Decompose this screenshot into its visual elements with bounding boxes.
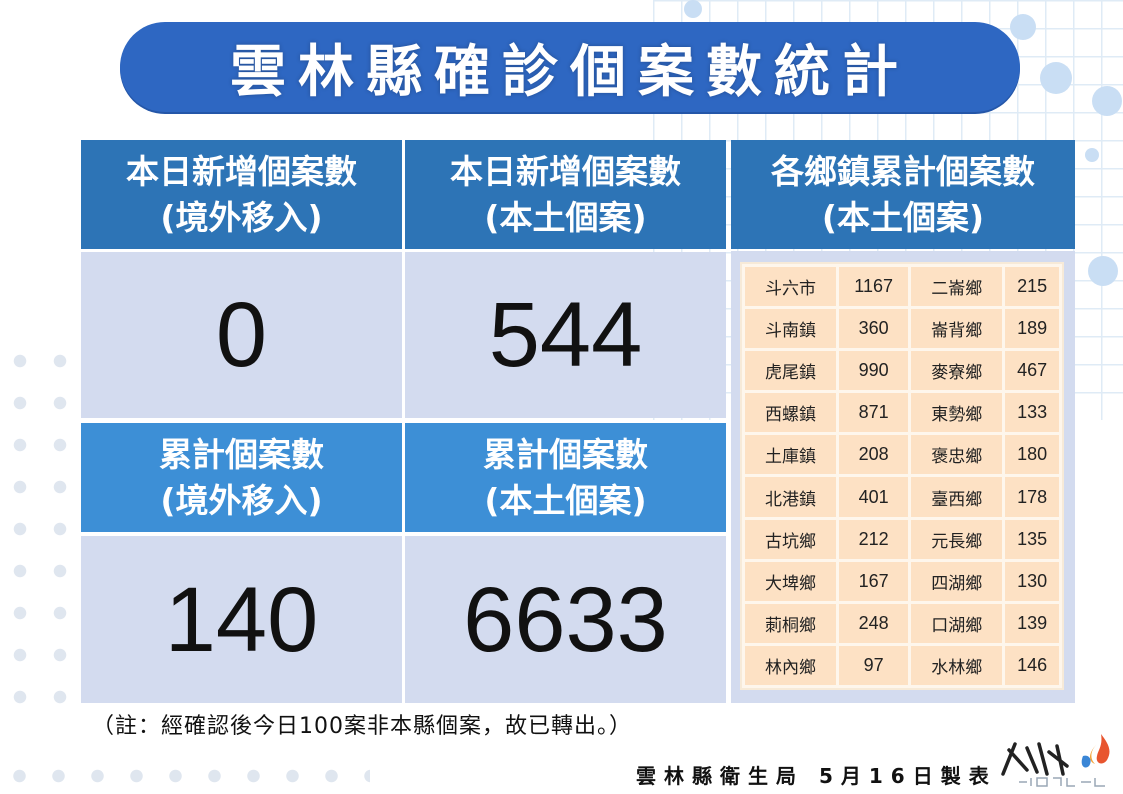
township-name: 北港鎮 (745, 477, 837, 517)
township-count: 871 (839, 393, 909, 433)
cumulative-imported-value-box: 140 (81, 536, 402, 703)
cumulative-imported-value: 140 (164, 568, 319, 671)
township-count: 146 (1005, 645, 1059, 685)
township-count: 990 (839, 351, 909, 391)
dot-pattern-bottom (0, 760, 370, 792)
cumulative-local-label: 累計個案數 (483, 434, 648, 474)
township-name: 崙背鄉 (911, 309, 1003, 349)
township-name: 虎尾鎮 (745, 351, 837, 391)
township-count: 1167 (839, 267, 909, 307)
township-name: 水林鄉 (911, 645, 1003, 685)
township-name: 林內鄉 (745, 645, 837, 685)
decor-circle (1092, 86, 1122, 116)
cumulative-local-value-box: 6633 (405, 536, 726, 703)
township-name: 斗六市 (745, 267, 837, 307)
township-count: 167 (839, 561, 909, 601)
cumulative-local-value: 6633 (463, 568, 668, 671)
township-count: 248 (839, 603, 909, 643)
footnote: （註：經確認後今日100案非本縣個案，故已轉出。） (92, 714, 632, 739)
township-name: 元長鄉 (911, 519, 1003, 559)
table-row: 莿桐鄉 248 口湖鄉 139 (745, 603, 1059, 643)
township-name: 古坑鄉 (745, 519, 837, 559)
township-count: 178 (1005, 477, 1059, 517)
footer-source: 雲林縣衛生局 5月16日製表 (636, 764, 997, 788)
table-row: 土庫鎮 208 褒忠鄉 180 (745, 435, 1059, 475)
daily-local-header: 本日新增個案數 (本土個案) (405, 140, 726, 249)
daily-imported-value-box: 0 (81, 252, 402, 418)
township-count: 467 (1005, 351, 1059, 391)
township-count: 139 (1005, 603, 1059, 643)
township-count: 130 (1005, 561, 1059, 601)
table-row: 斗六市 1167 二崙鄉 215 (745, 267, 1059, 307)
table-row: 虎尾鎮 990 麥寮鄉 467 (745, 351, 1059, 391)
cumulative-local-sublabel: (本土個案) (484, 480, 647, 520)
township-name: 莿桐鄉 (745, 603, 837, 643)
cumulative-imported-sublabel: (境外移入) (160, 480, 323, 520)
township-count: 180 (1005, 435, 1059, 475)
page-title: 雲林縣確診個案數統計 (230, 39, 910, 105)
decor-circle (1088, 256, 1118, 286)
table-row: 大埤鄉 167 四湖鄉 130 (745, 561, 1059, 601)
cumulative-imported-header: 累計個案數 (境外移入) (81, 423, 402, 532)
daily-imported-sublabel: (境外移入) (160, 197, 323, 237)
cumulative-imported-label: 累計個案數 (159, 434, 324, 474)
township-count: 133 (1005, 393, 1059, 433)
daily-local-label: 本日新增個案數 (450, 151, 681, 191)
township-count: 212 (839, 519, 909, 559)
daily-imported-value: 0 (215, 284, 268, 386)
cumulative-local-header: 累計個案數 (本土個案) (405, 423, 726, 532)
table-row: 古坑鄉 212 元長鄉 135 (745, 519, 1059, 559)
table-row: 北港鎮 401 臺西鄉 178 (745, 477, 1059, 517)
daily-local-value-box: 544 (405, 252, 726, 418)
township-name: 斗南鎮 (745, 309, 837, 349)
decor-circle (684, 0, 702, 18)
daily-local-sublabel: (本土個案) (484, 197, 647, 237)
yunlin-logo (1001, 734, 1110, 787)
township-label: 各鄉鎮累計個案數 (771, 151, 1035, 191)
table-row: 西螺鎮 871 東勢鄉 133 (745, 393, 1059, 433)
township-name: 土庫鎮 (745, 435, 837, 475)
township-count: 135 (1005, 519, 1059, 559)
township-table: 斗六市 1167 二崙鄉 215 斗南鎮 360 崙背鄉 189 虎尾鎮 990… (742, 264, 1062, 688)
table-row: 斗南鎮 360 崙背鄉 189 (745, 309, 1059, 349)
township-name: 臺西鄉 (911, 477, 1003, 517)
dot-pattern-left (0, 340, 80, 710)
township-count: 208 (839, 435, 909, 475)
township-name: 四湖鄉 (911, 561, 1003, 601)
title-banner: 雲林縣確診個案數統計 (120, 22, 1020, 112)
township-count: 401 (839, 477, 909, 517)
township-name: 二崙鄉 (911, 267, 1003, 307)
table-row: 林內鄉 97 水林鄉 146 (745, 645, 1059, 685)
township-name: 大埤鄉 (745, 561, 837, 601)
daily-imported-header: 本日新增個案數 (境外移入) (81, 140, 402, 249)
decor-circle (1085, 148, 1099, 162)
township-name: 口湖鄉 (911, 603, 1003, 643)
township-name: 麥寮鄉 (911, 351, 1003, 391)
daily-local-value: 544 (488, 284, 643, 386)
decor-circle (1010, 14, 1036, 40)
township-name: 東勢鄉 (911, 393, 1003, 433)
township-count: 360 (839, 309, 909, 349)
township-count: 97 (839, 645, 909, 685)
township-sublabel: (本土個案) (821, 197, 985, 237)
township-count: 215 (1005, 267, 1059, 307)
township-header: 各鄉鎮累計個案數 (本土個案) (731, 140, 1075, 249)
daily-imported-label: 本日新增個案數 (126, 151, 357, 191)
township-name: 西螺鎮 (745, 393, 837, 433)
decor-circle (1040, 62, 1072, 94)
township-name: 褒忠鄉 (911, 435, 1003, 475)
township-count: 189 (1005, 309, 1059, 349)
